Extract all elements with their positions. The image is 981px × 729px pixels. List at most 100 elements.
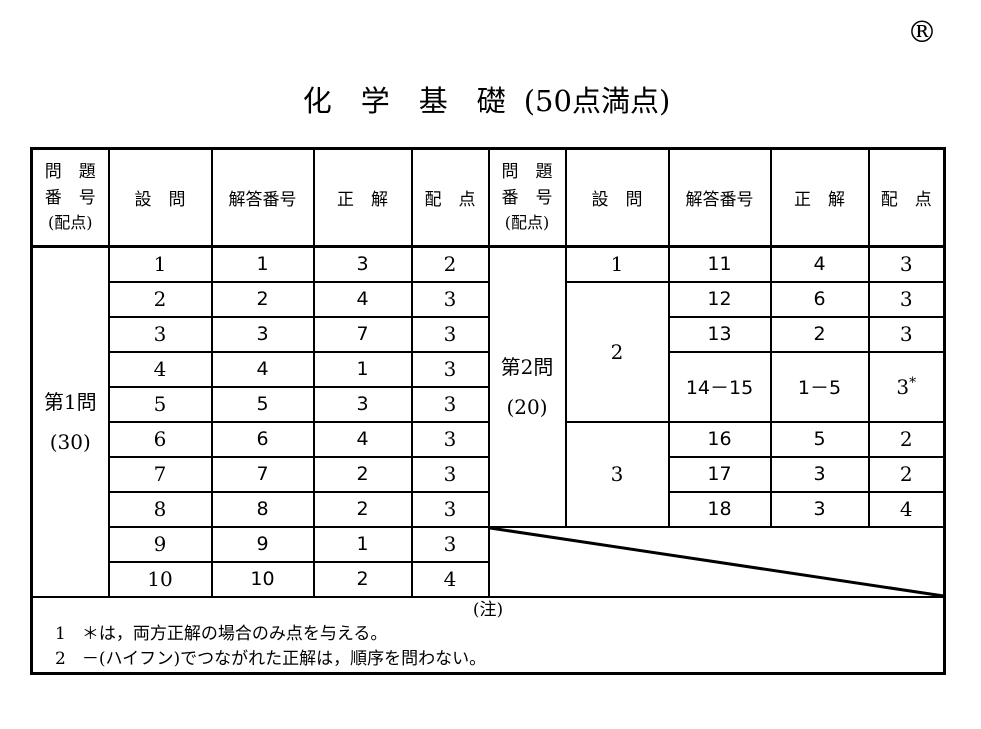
cell-seikai: 2 xyxy=(769,315,870,353)
problem-number-label: 第2問 xyxy=(500,354,554,379)
table-row: 9 9 1 3 xyxy=(32,525,946,598)
cell-seikai: 1 xyxy=(312,525,413,563)
cell-seikai: 1 xyxy=(312,350,413,388)
cell-kaito-bango-paired: 14－15 xyxy=(667,350,772,423)
notes-label: (注) xyxy=(472,599,504,620)
cell-setsumon: 10 xyxy=(107,560,213,598)
cell-setsumon: 1 xyxy=(564,245,670,283)
header-seikai-right: 正 解 xyxy=(769,147,870,248)
header-kaito-bango-right: 解答番号 xyxy=(667,147,772,248)
cell-kaito-bango: 6 xyxy=(210,420,315,458)
header-kaito-bango-left: 解答番号 xyxy=(210,147,315,248)
cell-kaito-bango: 16 xyxy=(667,420,772,458)
cell-seikai: 2 xyxy=(312,455,413,493)
header-seikai-left: 正 解 xyxy=(312,147,413,248)
cell-seikai: 7 xyxy=(312,315,413,353)
cell-setsumon: 5 xyxy=(107,385,213,423)
table-row: 2 2 4 3 2 12 6 3 xyxy=(32,280,946,423)
cell-setsumon: 3 xyxy=(107,315,213,353)
table-header-row: 問 題 番 号 (配点) 設 問 解答番号 正 解 配 点 問 題 番 号 (配… xyxy=(30,147,946,248)
note-number: 2 xyxy=(55,648,66,669)
cell-seikai-paired: 1－5 xyxy=(769,350,870,423)
cell-setsumon: 1 xyxy=(107,245,213,283)
cell-haiten: 2 xyxy=(410,245,490,283)
cell-kaito-bango: 3 xyxy=(210,315,315,353)
cell-kaito-bango: 4 xyxy=(210,350,315,388)
table-row: 7 7 2 3 17 3 2 xyxy=(32,455,946,493)
cell-kaito-bango: 13 xyxy=(667,315,772,353)
note-number: 1 xyxy=(55,623,66,644)
page-title-points: (50点満点) xyxy=(523,84,671,118)
notes-cell: (注) 1 ＊は，両方正解の場合のみ点を与える。 2 －(ハイフン)でつながれた… xyxy=(30,595,946,674)
cell-haiten: 3 xyxy=(410,280,490,318)
header-haiten-left: 配 点 xyxy=(410,147,490,248)
cell-setsumon-group3: 3 xyxy=(564,420,670,528)
cell-kaito-bango: 10 xyxy=(210,560,315,598)
cell-haiten: 3 xyxy=(410,315,490,353)
header-problem-line2: 番 号 xyxy=(44,187,96,208)
cell-kaito-bango: 1 xyxy=(210,245,315,283)
answer-key-table: 問 題 番 号 (配点) 設 問 解答番号 正 解 配 点 問 題 番 号 (配… xyxy=(30,147,946,675)
cell-haiten: 3 xyxy=(410,455,490,493)
cell-kaito-bango: 11 xyxy=(667,245,772,283)
asterisk-mark: * xyxy=(909,374,917,391)
page-title-subject: 化 学 基 礎 xyxy=(302,84,506,118)
cell-kaito-bango: 17 xyxy=(667,455,772,493)
header-problem-line1: 問 題 xyxy=(501,162,553,182)
table-row: 5 5 3 3 xyxy=(32,385,945,423)
cell-haiten: 3 xyxy=(867,315,946,353)
cell-kaito-bango: 9 xyxy=(210,525,315,563)
cell-seikai: 5 xyxy=(769,420,870,458)
registered-trademark-icon: ® xyxy=(907,15,937,50)
header-problem-line2: 番 号 xyxy=(501,187,553,208)
diagonal-strikethrough xyxy=(490,528,944,596)
header-problem-number-left: 問 題 番 号 (配点) xyxy=(30,147,110,248)
cell-seikai: 2 xyxy=(312,560,413,598)
cell-setsumon: 4 xyxy=(107,350,213,388)
cell-seikai: 4 xyxy=(312,280,413,318)
note-item-2: 2 －(ハイフン)でつながれた正解は，順序を問わない。 xyxy=(34,647,943,672)
cell-haiten: 2 xyxy=(867,420,946,458)
table-row: 6 6 4 3 3 16 5 2 xyxy=(32,420,946,528)
cell-haiten: 3 xyxy=(410,385,490,423)
problem-points-label: (20) xyxy=(506,394,548,419)
cell-haiten: 3 xyxy=(410,525,490,563)
cell-kaito-bango: 5 xyxy=(210,385,315,423)
problem-cell-dai1mon: 第1問 (30) xyxy=(30,245,110,598)
cell-haiten: 4 xyxy=(867,490,946,528)
table-row: 3 3 7 3 13 2 3 xyxy=(32,315,946,353)
cell-haiten: 4 xyxy=(410,560,490,598)
cell-setsumon: 9 xyxy=(107,525,213,563)
header-setsumon-right: 設 問 xyxy=(564,147,670,248)
cell-seikai: 3 xyxy=(312,385,413,423)
cell-setsumon-group2: 2 xyxy=(564,280,670,423)
header-problem-number-right: 問 題 番 号 (配点) xyxy=(487,147,567,248)
cell-seikai: 4 xyxy=(312,420,413,458)
cell-setsumon: 8 xyxy=(107,490,213,528)
table-row: 10 10 2 4 xyxy=(32,560,945,598)
cell-haiten: 3 xyxy=(867,245,946,283)
header-problem-line3: (配点) xyxy=(48,213,93,232)
cell-haiten-starred: 3* xyxy=(867,350,946,423)
table-row: 第1問 (30) 1 1 3 2 第2問 (20) 1 11 4 3 xyxy=(30,245,946,598)
problem-number-label: 第1問 xyxy=(43,389,97,414)
cell-seikai: 4 xyxy=(769,245,870,283)
cell-seikai: 3 xyxy=(769,455,870,493)
cell-kaito-bango: 7 xyxy=(210,455,315,493)
cell-seikai: 6 xyxy=(769,280,870,318)
notes-row: (注) 1 ＊は，両方正解の場合のみ点を与える。 2 －(ハイフン)でつながれた… xyxy=(30,595,946,674)
header-setsumon-left: 設 問 xyxy=(107,147,213,248)
cell-kaito-bango: 18 xyxy=(667,490,772,528)
cell-haiten: 3 xyxy=(410,490,490,528)
cell-setsumon: 2 xyxy=(107,280,213,318)
note-text: ＊は，両方正解の場合のみ点を与える。 xyxy=(81,623,388,644)
problem-points-label: (30) xyxy=(49,429,91,454)
note-item-1: 1 ＊は，両方正解の場合のみ点を与える。 xyxy=(34,622,943,647)
haiten-value: 3 xyxy=(896,374,910,399)
header-problem-line1: 問 題 xyxy=(44,162,96,182)
header-haiten-right: 配 点 xyxy=(867,147,946,248)
cell-haiten: 3 xyxy=(410,420,490,458)
table-row: 8 8 2 3 18 3 4 xyxy=(32,490,946,528)
cell-setsumon: 7 xyxy=(107,455,213,493)
